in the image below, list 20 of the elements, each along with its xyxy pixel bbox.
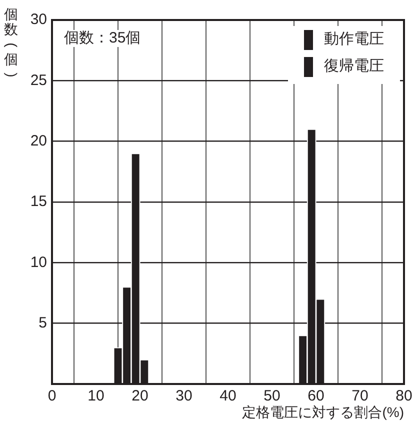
y-tick-label: 30: [30, 11, 47, 28]
x-tick-label: 80: [396, 388, 412, 405]
x-tick-label: 40: [220, 388, 236, 405]
legend-label: 動作電圧: [324, 30, 384, 48]
x-tick-label: 0: [48, 388, 56, 405]
x-tick-label: 20: [132, 388, 148, 405]
x-tick-label: 70: [352, 388, 368, 405]
y-tick-label: 25: [30, 72, 47, 89]
x-tick-label: 10: [88, 388, 104, 405]
y-tick-label: 10: [30, 254, 47, 271]
y-tick-label: 5: [38, 314, 47, 332]
y-axis-title: 個数(個): [4, 6, 20, 78]
y-tick-label: 20: [30, 132, 47, 150]
x-axis-title: 定格電圧に対する割合(%): [242, 404, 404, 420]
x-tick-label: 30: [176, 388, 192, 405]
legend-label: 復帰電圧: [324, 58, 384, 75]
x-tick-label: 50: [264, 388, 280, 405]
y-tick-label: 15: [30, 193, 47, 210]
x-tick-label: 60: [308, 388, 324, 405]
annotation: 個数：35個: [64, 30, 141, 47]
